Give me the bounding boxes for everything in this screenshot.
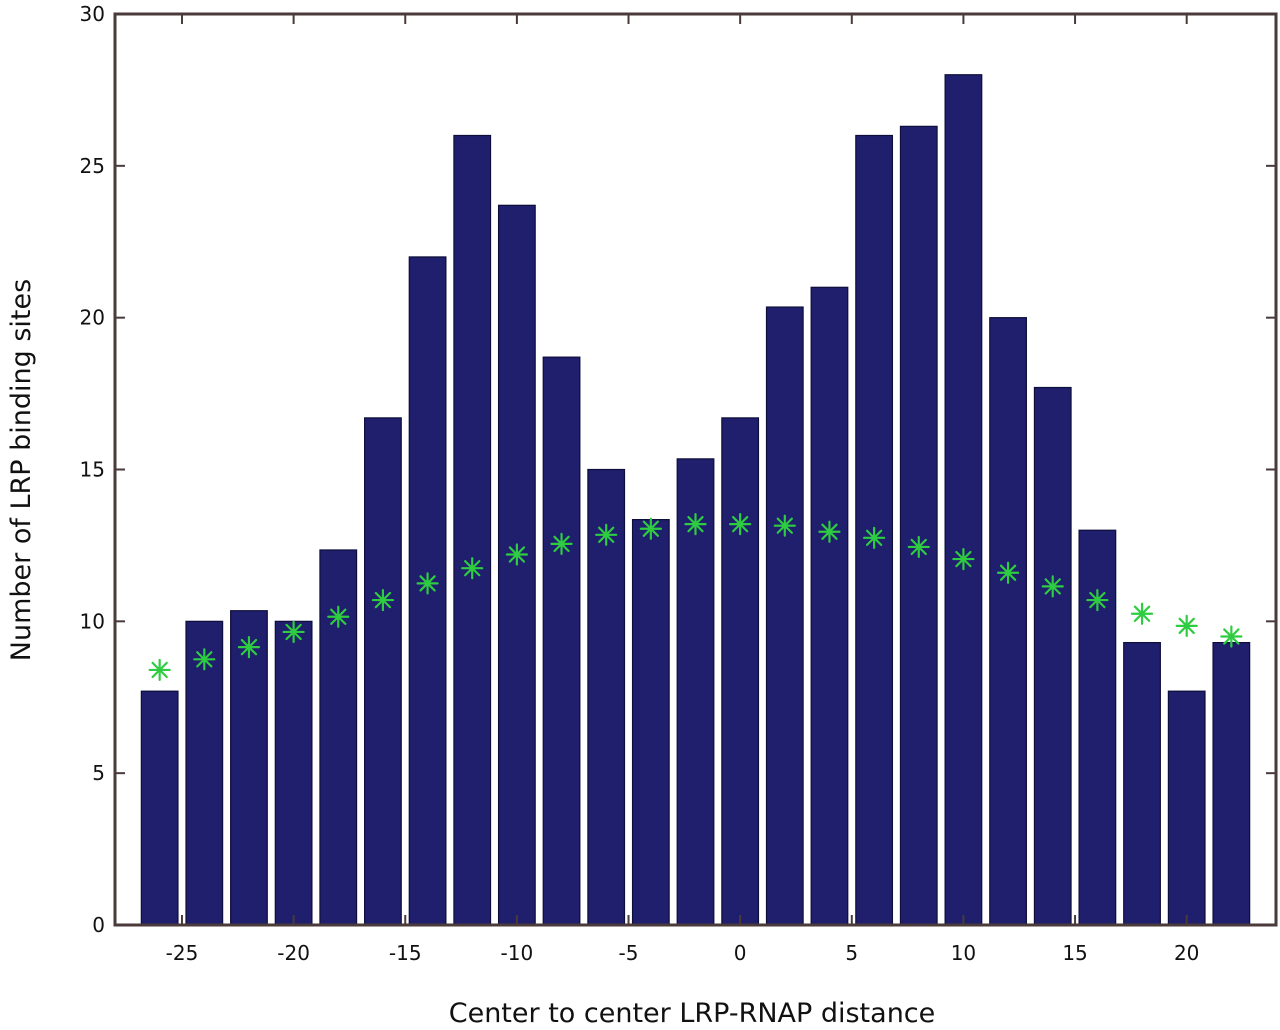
y-tick-label: 25: [80, 154, 105, 178]
bar: [1033, 386, 1072, 926]
bar: [274, 620, 313, 926]
y-tick-label: 20: [80, 306, 105, 330]
star-marker: [1041, 575, 1064, 598]
bar: [855, 134, 894, 926]
bar: [899, 125, 938, 926]
x-tick-label: 20: [1174, 941, 1199, 965]
star-marker: [996, 561, 1020, 584]
y-tick-label: 30: [80, 2, 105, 26]
star-marker: [818, 520, 841, 543]
star-marker: [237, 636, 261, 659]
star-marker: [639, 517, 662, 540]
star-marker: [148, 658, 171, 682]
y-tick-label: 0: [92, 913, 105, 937]
bar: [631, 519, 670, 926]
y-axis: 0 5 10 15 20 25 30: [80, 2, 1276, 937]
star-marker: [773, 514, 796, 537]
bar: [989, 317, 1027, 926]
x-tick-label: -20: [277, 941, 310, 965]
bar: [1212, 641, 1251, 926]
y-axis-title: Number of LRP binding sites: [6, 279, 37, 661]
star-marker: [461, 557, 484, 580]
bar: [453, 134, 492, 926]
star-marker: [550, 532, 573, 555]
x-tick-label: 10: [951, 941, 976, 965]
y-tick-label: 10: [80, 609, 105, 633]
star-marker: [684, 513, 707, 536]
x-tick-label: 15: [1062, 941, 1087, 965]
star-marker: [282, 620, 305, 644]
bar-series: [140, 74, 1251, 926]
star-marker: [907, 535, 930, 559]
bar: [230, 610, 268, 926]
bar: [1167, 690, 1206, 926]
bar: [140, 690, 179, 926]
marker-series: [148, 513, 1243, 682]
star-marker: [595, 523, 618, 546]
x-tick-label: -5: [619, 941, 639, 965]
x-tick-label: -15: [389, 941, 422, 965]
star-marker: [863, 526, 886, 549]
star-marker: [729, 513, 752, 536]
star-marker: [193, 648, 216, 671]
bar: [810, 286, 849, 926]
bar: [944, 74, 983, 926]
star-marker: [416, 572, 439, 595]
x-tick-label: -10: [501, 941, 534, 965]
star-marker: [327, 605, 350, 628]
x-axis: -25 -20 -15 -10 -5 0 5 10 15 20: [166, 14, 1199, 965]
x-axis-title: Center to center LRP-RNAP distance: [449, 998, 936, 1029]
x-tick-label: 5: [845, 941, 858, 965]
bar: [542, 356, 581, 926]
star-marker: [1220, 625, 1243, 648]
bar: [1123, 641, 1161, 926]
bar: [765, 306, 804, 926]
star-marker: [505, 543, 528, 566]
star-marker: [371, 588, 395, 612]
y-tick-label: 5: [92, 761, 105, 785]
bar: [185, 620, 224, 926]
x-tick-label: 0: [734, 941, 747, 965]
y-tick-label: 15: [80, 458, 105, 482]
star-marker: [1175, 614, 1198, 637]
star-marker: [1086, 588, 1109, 612]
bar: [364, 417, 402, 926]
x-tick-label: -25: [166, 941, 199, 965]
star-marker: [952, 547, 975, 571]
star-marker: [1130, 602, 1154, 625]
bar: [721, 417, 760, 926]
